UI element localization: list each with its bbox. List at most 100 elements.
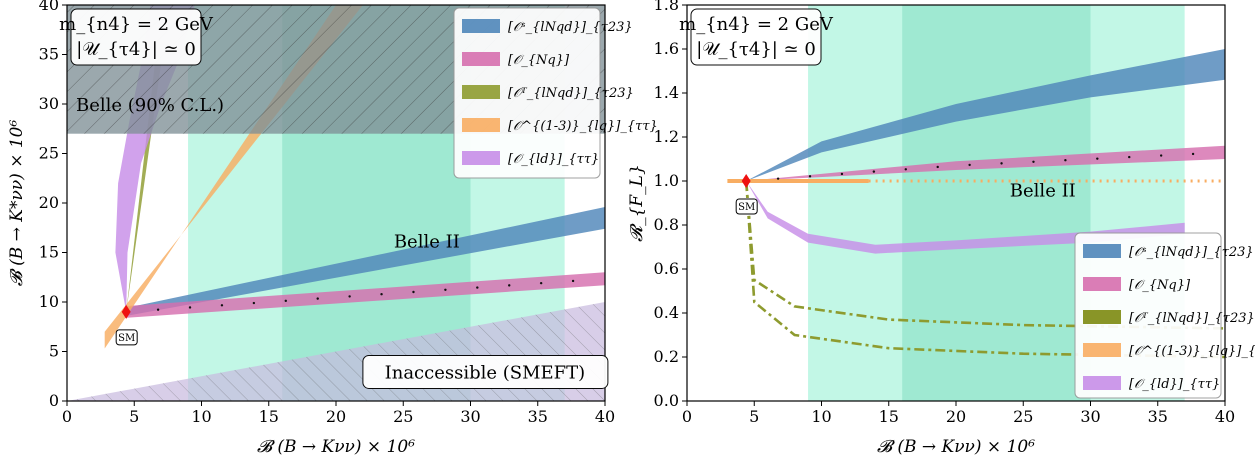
info-box (70, 8, 202, 66)
x-tick-label: 15 (259, 407, 279, 426)
nq-marker (1000, 162, 1003, 165)
sm-label: SM (118, 333, 135, 344)
legend-label-0: [𝒪ˢ_{lNqd}]_{τ23} (1129, 245, 1254, 260)
x-tick-label: 40 (595, 407, 615, 426)
plot-area (727, 5, 1225, 401)
legend-swatch-4 (462, 151, 500, 165)
belle2-label: Belle II (394, 232, 460, 253)
nq-marker (1191, 152, 1195, 156)
legend-label-2: [𝒪ᵀ_{lNqd}]_{τ23} (1129, 311, 1255, 326)
sm-marker (121, 304, 131, 319)
x-tick-label: 15 (879, 407, 899, 426)
y-tick-label: 0.8 (654, 215, 679, 234)
y-tick-label: 0 (49, 391, 59, 410)
y-axis-label: 𝓡_{F_L} (627, 164, 647, 242)
info-mass: m_{n4} = 2 GeV (59, 14, 214, 35)
nq-marker (412, 290, 415, 294)
info-mixing: |𝒰_{τ4}| ≃ 0 (76, 39, 196, 60)
x-tick-label: 5 (749, 407, 759, 426)
x-tick-label: 10 (811, 407, 831, 426)
nq-marker (252, 301, 256, 305)
x-tick-label: 20 (946, 407, 966, 426)
series-2-curve-a (744, 180, 1225, 330)
series-1-band (746, 145, 1225, 181)
nq-marker (476, 286, 479, 289)
legend-swatch-3 (462, 118, 500, 132)
legend-label-1: [𝒪_{Nq}] (508, 53, 570, 68)
info-box (690, 8, 822, 66)
nq-marker (840, 172, 844, 176)
nq-marker (1128, 155, 1131, 159)
info-mass: m_{n4} = 2 GeV (679, 14, 834, 35)
nq-marker (220, 304, 224, 307)
x-tick-label: 35 (1148, 407, 1168, 426)
series-1-band (126, 272, 605, 318)
series-0-band (746, 49, 1225, 181)
nq-marker (316, 297, 319, 300)
y-tick-label: 0.4 (654, 303, 679, 322)
sm-label-box (735, 198, 758, 215)
x-tick-label: 30 (460, 407, 480, 426)
legend-label-2: [𝒪ᵀ_{lNqd}]_{τ23} (508, 86, 634, 101)
nq-marker (284, 299, 287, 303)
nq-marker (188, 306, 192, 309)
legend-label-3: [𝒪^{(1-3)}_{lq}]_{ττ} (508, 119, 658, 134)
nq-marker (776, 177, 780, 180)
y-tick-label: 1.0 (654, 171, 679, 190)
series-0-band (126, 207, 605, 316)
sm-marker (741, 174, 751, 188)
legend-box (453, 7, 601, 179)
nq-marker (380, 293, 383, 296)
sm-label: SM (738, 202, 755, 213)
legend-swatch-1 (1083, 277, 1121, 291)
right-panel: 0 5 10 15 20 25 30 35 40 0.0 0.2 0.4 0.6 0.8 1.0 1.2 1.4… (627, 0, 1255, 457)
y-tick-label: 15 (39, 243, 59, 262)
belle2-band-inner (902, 5, 1091, 401)
belle-label: Belle (90% C.L.) (76, 95, 224, 116)
y-tick-label: 10 (39, 292, 59, 311)
x-tick-label: 30 (1080, 407, 1100, 426)
nq-marker (508, 284, 511, 287)
series-2-curve-b (744, 180, 1225, 359)
y-tick-label: 1.2 (654, 127, 679, 146)
nq-marker (904, 168, 907, 171)
legend-label-4: [𝒪_{ld}]_{ττ} (1129, 377, 1220, 392)
y-tick-label: 25 (39, 144, 59, 163)
nq-marker (1064, 159, 1067, 162)
nq-marker (348, 295, 351, 298)
legend-swatch-2 (462, 85, 500, 99)
nq-marker (872, 170, 876, 173)
legend-label-0: [𝒪ˢ_{lNqd}]_{τ23} (508, 20, 633, 35)
sm-label-box (115, 329, 138, 346)
nq-marker (1096, 157, 1099, 160)
belle2-label: Belle II (1010, 180, 1076, 201)
y-axis-label: 𝓑 (B → K*νν) × 10⁶ (7, 120, 27, 287)
nq-marker (936, 165, 939, 169)
x-tick-label: 0 (682, 407, 692, 426)
x-tick-label: 5 (129, 407, 139, 426)
y-tick-label: 1.6 (654, 39, 679, 58)
legend-swatch-3 (1083, 343, 1121, 357)
nq-marker (808, 175, 812, 178)
x-tick-label: 35 (528, 407, 548, 426)
nq-marker (444, 288, 447, 291)
legend-swatch-4 (1083, 376, 1121, 390)
legend-label-1: [𝒪_{Nq}] (1129, 278, 1191, 293)
y-tick-label: 0.6 (654, 259, 679, 278)
series-4-band (746, 181, 1185, 254)
legend-swatch-2 (1083, 310, 1121, 324)
y-tick-label: 35 (39, 45, 59, 64)
nq-marker (539, 281, 543, 285)
y-tick-label: 1.8 (654, 0, 679, 14)
nq-marker (156, 308, 160, 311)
legend-label-3: [𝒪^{(1-3)}_{lq}]_{ττ} (1129, 344, 1255, 359)
y-tick-label: 40 (39, 0, 59, 14)
x-tick-label: 25 (1013, 407, 1033, 426)
legend-swatch-0 (462, 19, 500, 33)
legend-swatch-1 (462, 52, 500, 66)
nq-marker (968, 163, 971, 167)
x-tick-label: 40 (1215, 407, 1235, 426)
x-axis-label: 𝓑 (B → Kνν) × 10⁶ (877, 437, 1035, 457)
y-tick-label: 0.0 (654, 391, 679, 410)
